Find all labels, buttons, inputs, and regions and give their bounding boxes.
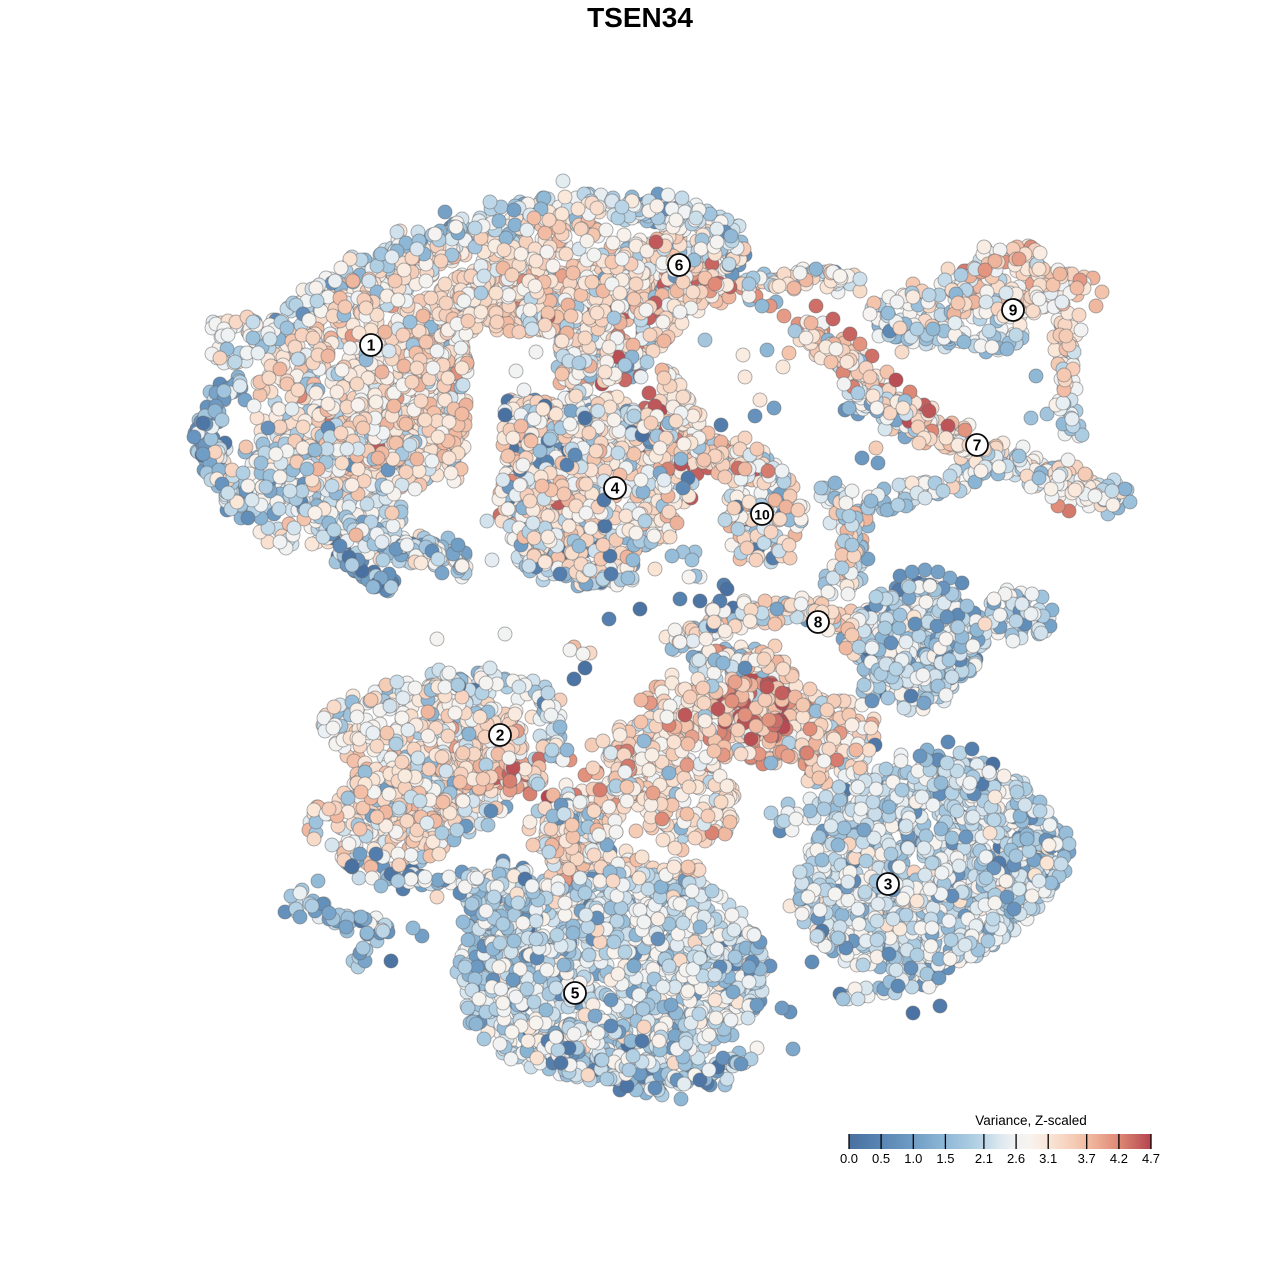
svg-text:TSEN34: TSEN34 [587, 2, 693, 33]
